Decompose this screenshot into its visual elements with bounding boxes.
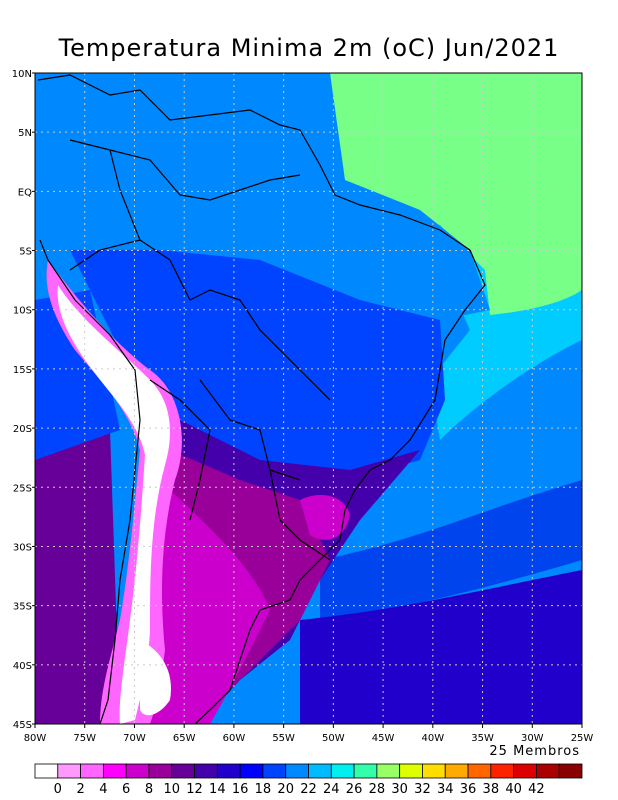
lon-tick-label: 45W <box>372 733 395 744</box>
pacific-purple-band <box>35 430 120 724</box>
lat-tick-label: 40S <box>13 661 32 672</box>
lat-tick-label: 30S <box>13 542 32 553</box>
lat-tick-label: 35S <box>13 602 32 613</box>
lat-tick-label: 45S <box>13 720 32 731</box>
lon-tick-label: 65W <box>173 733 196 744</box>
lon-tick-label: 80W <box>24 733 47 744</box>
colorbar-swatch <box>513 763 537 779</box>
colorbar-swatch <box>308 763 332 779</box>
lon-tick-label: 70W <box>123 733 146 744</box>
colorbar-swatch <box>330 763 355 779</box>
colorbar-swatch <box>467 763 492 779</box>
colorbar-label: 32 <box>414 782 431 797</box>
colorbar-label: 42 <box>528 782 545 797</box>
map-field <box>35 73 582 724</box>
colorbar-label: 6 <box>122 782 130 797</box>
andes-white-band <box>57 285 171 724</box>
colorbar-label: 4 <box>99 782 107 797</box>
colorbar-swatch <box>262 763 287 779</box>
colorbar-label: 24 <box>323 782 340 797</box>
colorbar-swatch <box>536 763 560 779</box>
colorbar-swatch <box>490 763 515 779</box>
lon-tick-label: 55W <box>272 733 295 744</box>
colorbar-swatch <box>148 763 173 779</box>
colorbar: 0 2 4 6 8 10 12 14 16 18 20 22 24 26 28 30 32 34 36 38 40 42 <box>34 763 583 797</box>
colorbar-label: 28 <box>369 782 386 797</box>
colorbar-swatch <box>353 763 378 779</box>
lon-tick-label: 25W <box>571 733 594 744</box>
cold-magenta-region <box>150 480 270 724</box>
colorbar-label: 36 <box>460 782 477 797</box>
land-central-region <box>70 250 445 480</box>
colorbar-swatch <box>376 763 401 779</box>
colorbar-label: 38 <box>483 782 500 797</box>
colorbar-swatch <box>171 763 195 779</box>
colorbar-swatch <box>239 763 264 779</box>
lon-tick-label: 30W <box>521 733 544 744</box>
colorbar-swatch <box>102 763 127 779</box>
chart-title: Temperatura Minima 2m (oC) Jun/2021 <box>58 34 560 62</box>
grid-lines <box>35 73 582 724</box>
colorbar-label: 20 <box>277 782 294 797</box>
colorbar-swatch <box>422 763 446 779</box>
colorbar-swatch <box>57 763 81 779</box>
lat-tick-label: 10N <box>12 69 32 80</box>
colorbar-label: 10 <box>163 782 180 797</box>
colorbar-label: 34 <box>437 782 454 797</box>
colorbar-swatch <box>285 763 309 779</box>
colorbar-label: 22 <box>300 782 317 797</box>
colorbar-swatch <box>399 763 423 779</box>
colorbar-swatch <box>194 763 218 779</box>
colorbar-label: 0 <box>54 782 62 797</box>
colorbar-label: 40 <box>505 782 522 797</box>
members-label: 25 Membros <box>489 744 580 759</box>
plot-frame <box>34 72 583 725</box>
colorbar-label: 18 <box>255 782 272 797</box>
colorbar-label: 30 <box>391 782 408 797</box>
colorbar-swatch <box>80 763 104 779</box>
lat-tick-label: 5N <box>18 128 32 139</box>
lat-tick-label: 10S <box>13 306 32 317</box>
coastline <box>37 74 486 724</box>
colorbar-swatch <box>444 763 469 779</box>
colorbar-label: 16 <box>232 782 249 797</box>
colorbar-label: 8 <box>145 782 153 797</box>
southern-brazil-magenta <box>300 495 350 540</box>
ocean-blue-band <box>340 395 582 560</box>
colorbar-label: 14 <box>209 782 226 797</box>
lon-tick-label: 60W <box>223 733 246 744</box>
colorbar-label: 26 <box>346 782 363 797</box>
land-north-region <box>40 73 490 320</box>
axis-ticks: 10N 5N EQ 5S 10S 15S 20S 25S 30S 35S 40S 45S 80W 75W 7… <box>12 69 594 744</box>
lon-tick-label: 75W <box>73 733 96 744</box>
colorbar-label: 12 <box>186 782 203 797</box>
lon-tick-label: 35W <box>471 733 494 744</box>
colorbar-swatch <box>558 763 583 779</box>
colorbar-swatch <box>216 763 241 779</box>
lat-tick-label: 5S <box>19 247 32 258</box>
ocean-north-region <box>330 73 582 315</box>
ocean-deep-band <box>320 480 582 620</box>
colorbar-swatch <box>125 763 150 779</box>
lon-tick-label: 50W <box>322 733 345 744</box>
colorbar-swatch <box>34 763 59 779</box>
country-borders <box>69 139 331 561</box>
lat-tick-label: 20S <box>13 424 32 435</box>
patagonia-white-patch <box>140 640 171 716</box>
lat-tick-label: 25S <box>13 483 32 494</box>
lat-tick-label: 15S <box>13 365 32 376</box>
ocean-south-band <box>300 570 582 724</box>
lon-tick-label: 40W <box>422 733 445 744</box>
colorbar-label: 2 <box>76 782 84 797</box>
lat-tick-label: EQ <box>18 187 32 198</box>
